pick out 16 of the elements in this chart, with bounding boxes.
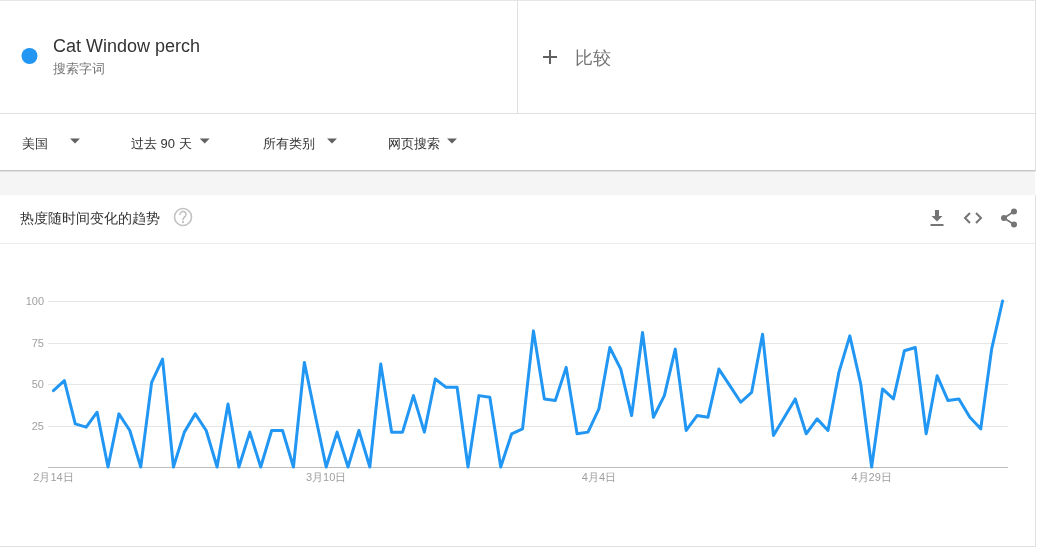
y-tick-label: 25 bbox=[31, 419, 44, 432]
x-tick-label: 4月4日 bbox=[581, 471, 617, 483]
annotation: 搜索字词 bbox=[53, 61, 105, 76]
annotation: 比较 bbox=[575, 48, 611, 68]
x-tick-label: 2月14日 bbox=[33, 471, 74, 483]
x-tick-label: 4月29日 bbox=[851, 471, 892, 483]
annotation: 美国 bbox=[22, 136, 48, 151]
annotation: 所有类别 bbox=[263, 136, 315, 151]
legend-label: Cat Window perch bbox=[53, 36, 201, 56]
x-tick-label: 3月10日 bbox=[306, 471, 347, 483]
y-tick-label: 100 bbox=[25, 295, 44, 307]
y-tick-label: 75 bbox=[31, 336, 44, 349]
y-tick-label: 50 bbox=[31, 378, 44, 390]
annotation: 过去 90 天 bbox=[131, 136, 192, 151]
title: 热度随时间变化的趋势 bbox=[20, 210, 160, 226]
annotation: 网页搜索 bbox=[388, 136, 440, 151]
